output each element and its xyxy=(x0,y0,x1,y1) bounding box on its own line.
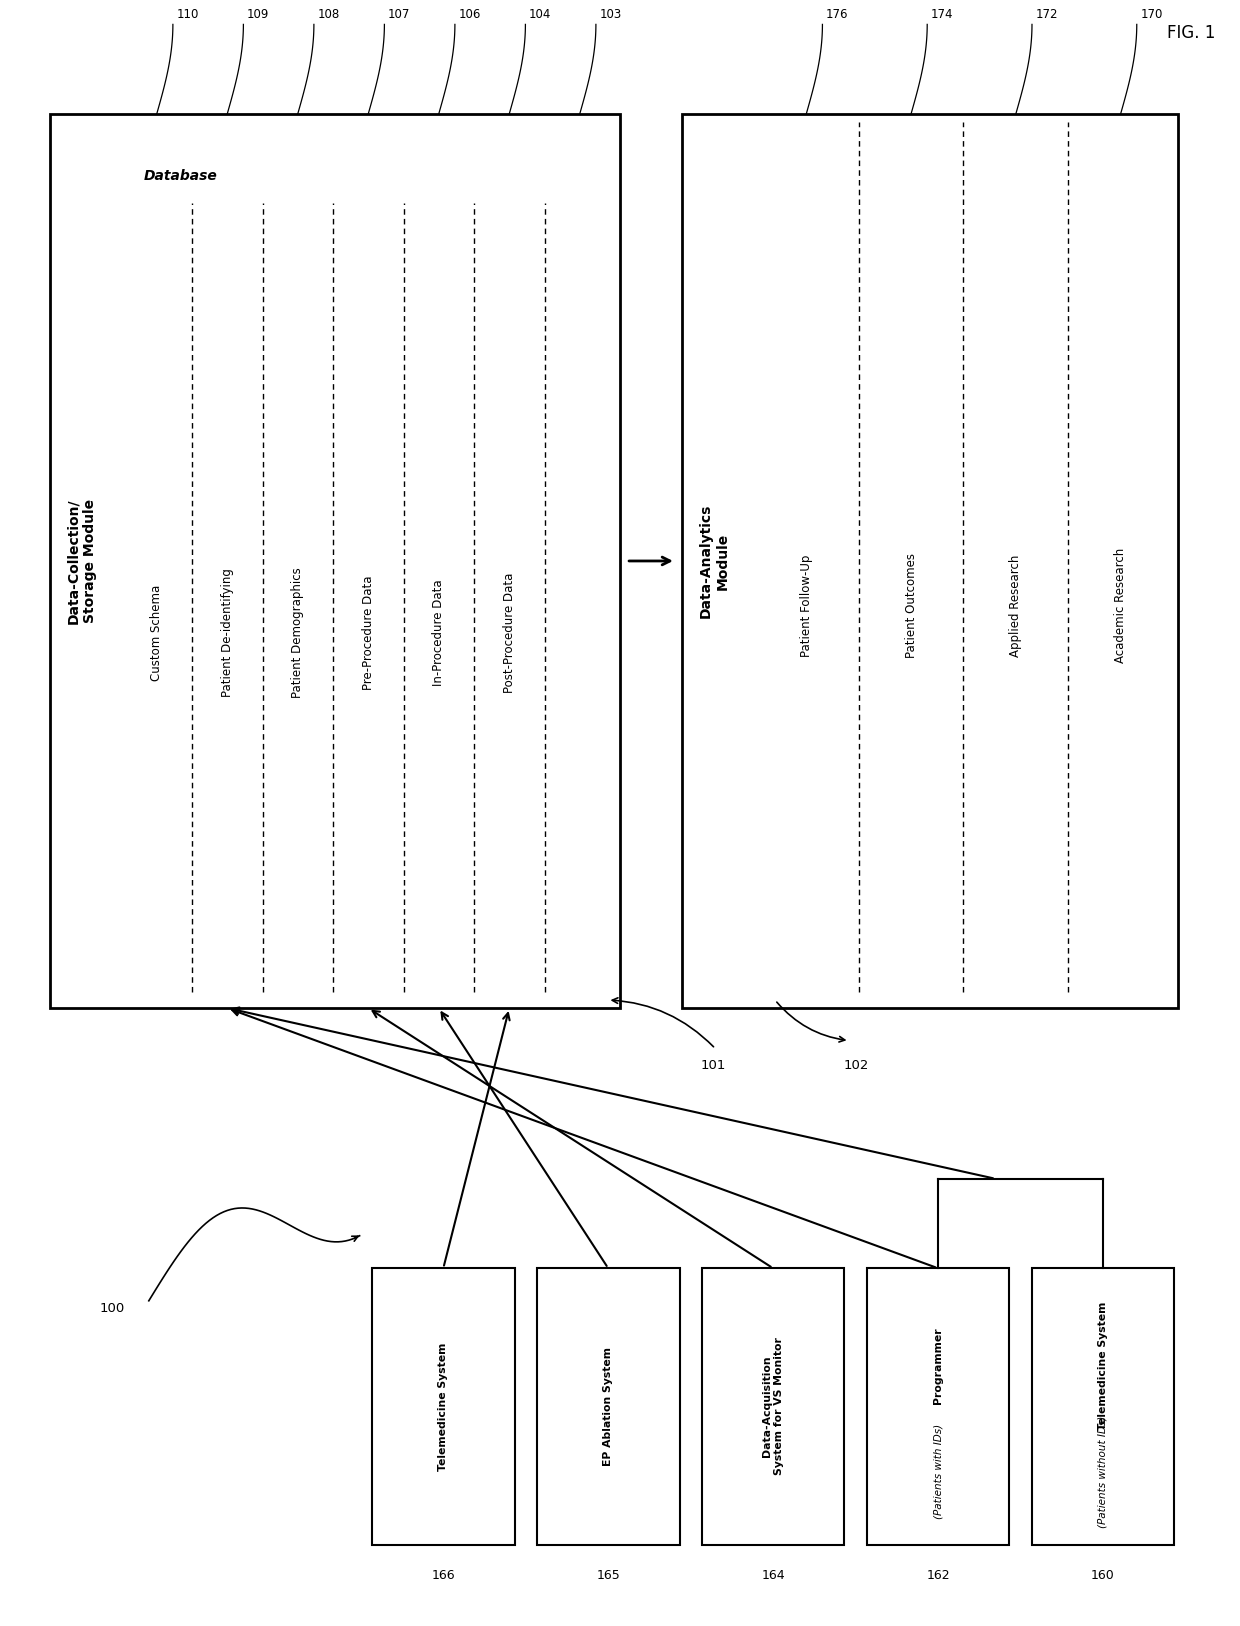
Text: 101: 101 xyxy=(701,1059,725,1072)
Bar xyxy=(1032,1268,1174,1545)
Text: EP Ablation System: EP Ablation System xyxy=(603,1346,614,1467)
Text: Data-Analytics
Module: Data-Analytics Module xyxy=(699,504,729,618)
Text: 110: 110 xyxy=(176,8,198,21)
Bar xyxy=(372,1268,515,1545)
Text: 162: 162 xyxy=(926,1569,950,1582)
Text: Telemedicine System: Telemedicine System xyxy=(1097,1302,1109,1429)
Text: Data-Acquisition
System for VS Monitor: Data-Acquisition System for VS Monitor xyxy=(763,1338,784,1475)
Text: Patient Demographics: Patient Demographics xyxy=(291,567,304,698)
Text: Patient De-identifying: Patient De-identifying xyxy=(221,567,234,698)
Text: Post-Procedure Data: Post-Procedure Data xyxy=(502,572,516,693)
Text: Data-Collection/
Storage Module: Data-Collection/ Storage Module xyxy=(67,498,97,624)
Text: 164: 164 xyxy=(761,1569,785,1582)
Text: 166: 166 xyxy=(432,1569,455,1582)
Bar xyxy=(682,114,1178,1008)
Text: FIG. 1: FIG. 1 xyxy=(1167,24,1215,42)
Bar xyxy=(867,1268,1009,1545)
Text: 172: 172 xyxy=(1035,8,1058,21)
Text: In-Procedure Data: In-Procedure Data xyxy=(433,579,445,686)
Text: 165: 165 xyxy=(596,1569,620,1582)
Text: (Patients without IDs): (Patients without IDs) xyxy=(1097,1415,1109,1528)
Text: Academic Research: Academic Research xyxy=(1115,548,1127,663)
Text: Database: Database xyxy=(144,169,217,182)
Bar xyxy=(702,1268,844,1545)
Text: Pre-Procedure Data: Pre-Procedure Data xyxy=(362,576,374,689)
Text: Patient Follow-Up: Patient Follow-Up xyxy=(800,554,812,657)
Bar xyxy=(537,1268,680,1545)
Text: Telemedicine System: Telemedicine System xyxy=(438,1343,449,1470)
Text: 174: 174 xyxy=(931,8,954,21)
Text: 107: 107 xyxy=(388,8,410,21)
Text: 106: 106 xyxy=(459,8,481,21)
Text: 109: 109 xyxy=(247,8,269,21)
Text: Patient Outcomes: Patient Outcomes xyxy=(905,553,918,659)
Text: 160: 160 xyxy=(1091,1569,1115,1582)
Text: 108: 108 xyxy=(317,8,340,21)
Text: 170: 170 xyxy=(1141,8,1163,21)
Text: Programmer: Programmer xyxy=(932,1327,944,1405)
Text: (Patients with IDs): (Patients with IDs) xyxy=(932,1424,944,1519)
Text: 100: 100 xyxy=(99,1302,124,1315)
Text: 104: 104 xyxy=(529,8,552,21)
Bar xyxy=(50,114,620,1008)
Text: 176: 176 xyxy=(826,8,848,21)
Text: 103: 103 xyxy=(600,8,622,21)
Text: Custom Schema: Custom Schema xyxy=(150,584,164,681)
Text: Applied Research: Applied Research xyxy=(1009,554,1022,657)
Text: 102: 102 xyxy=(843,1059,868,1072)
